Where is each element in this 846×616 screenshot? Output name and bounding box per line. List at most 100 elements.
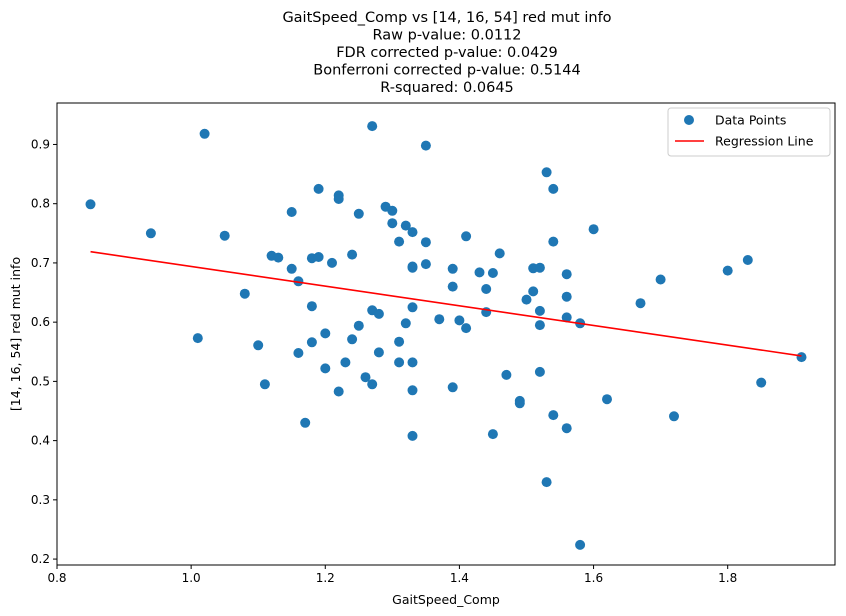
data-point-63 bbox=[481, 284, 492, 294]
data-point-54 bbox=[420, 259, 431, 270]
data-point-61 bbox=[461, 323, 472, 334]
data-point-41 bbox=[394, 336, 405, 347]
data-point-16 bbox=[306, 301, 317, 312]
data-point-49 bbox=[407, 357, 418, 368]
data-point-92 bbox=[655, 274, 666, 285]
data-point-31 bbox=[360, 372, 371, 383]
y-tick-label: 0.3 bbox=[31, 493, 50, 507]
data-point-34 bbox=[367, 379, 378, 390]
data-point-11 bbox=[286, 263, 297, 274]
data-point-13 bbox=[293, 348, 304, 358]
data-point-10 bbox=[286, 207, 297, 217]
data-point-1 bbox=[145, 228, 156, 239]
legend-label-points: Data Points bbox=[715, 113, 786, 128]
data-point-9 bbox=[273, 252, 284, 263]
data-point-48 bbox=[407, 302, 418, 313]
data-point-4 bbox=[219, 230, 230, 241]
chart-title: GaitSpeed_Comp vs [14, 16, 54] red mut i… bbox=[282, 10, 611, 96]
data-point-62 bbox=[474, 267, 485, 278]
data-point-86 bbox=[561, 423, 572, 434]
data-point-26 bbox=[340, 357, 351, 368]
data-point-60 bbox=[461, 231, 472, 242]
data-point-5 bbox=[239, 288, 250, 299]
data-point-7 bbox=[259, 379, 270, 390]
x-axis-label: GaitSpeed_Comp bbox=[392, 592, 500, 607]
data-point-81 bbox=[548, 236, 559, 247]
regression-line bbox=[90, 250, 802, 357]
data-point-94 bbox=[722, 265, 733, 276]
data-point-91 bbox=[635, 298, 646, 309]
y-tick-label: 0.2 bbox=[31, 552, 50, 566]
data-point-74 bbox=[534, 262, 545, 273]
data-point-51 bbox=[407, 430, 418, 441]
data-point-40 bbox=[394, 236, 405, 247]
data-point-52 bbox=[420, 140, 431, 151]
plot-frame bbox=[56, 102, 836, 566]
legend-marker-points bbox=[684, 115, 694, 125]
y-tick-label: 0.5 bbox=[31, 374, 50, 388]
data-point-97 bbox=[796, 352, 807, 363]
data-point-58 bbox=[447, 382, 458, 393]
title-line-4: R-squared: 0.0645 bbox=[380, 80, 514, 96]
data-point-82 bbox=[548, 410, 559, 421]
data-point-68 bbox=[501, 369, 512, 380]
legend-box bbox=[667, 107, 831, 157]
y-tick-label: 0.4 bbox=[31, 434, 50, 448]
data-point-36 bbox=[373, 347, 384, 358]
x-tick-label: 1.6 bbox=[584, 571, 603, 585]
data-point-93 bbox=[669, 411, 679, 422]
title-line-1: Raw p-value: 0.0112 bbox=[373, 28, 522, 44]
data-point-39 bbox=[387, 218, 398, 229]
data-point-20 bbox=[320, 328, 331, 339]
data-point-96 bbox=[756, 377, 767, 388]
y-tick-label: 0.7 bbox=[31, 256, 50, 270]
data-point-28 bbox=[347, 334, 358, 345]
data-point-0 bbox=[85, 199, 96, 210]
data-point-3 bbox=[199, 128, 210, 139]
data-point-56 bbox=[447, 263, 458, 274]
data-point-14 bbox=[300, 417, 311, 428]
data-point-45 bbox=[407, 227, 418, 238]
data-point-71 bbox=[521, 294, 532, 305]
x-axis: 0.8 1.0 1.2 1.4 1.6 1.8 bbox=[47, 565, 737, 585]
plot-area bbox=[85, 121, 807, 550]
data-point-53 bbox=[420, 237, 431, 248]
data-point-43 bbox=[400, 220, 411, 231]
data-point-75 bbox=[534, 305, 545, 316]
data-point-19 bbox=[313, 252, 324, 262]
data-point-79 bbox=[541, 477, 552, 488]
data-point-90 bbox=[602, 394, 612, 405]
legend: Data Points Regression Line bbox=[667, 107, 831, 157]
data-point-22 bbox=[327, 257, 337, 268]
data-point-30 bbox=[353, 320, 364, 331]
data-point-12 bbox=[293, 276, 304, 287]
data-point-44 bbox=[400, 318, 411, 329]
data-point-42 bbox=[394, 357, 405, 368]
y-axis-label: [14, 16, 54] red mut info bbox=[8, 257, 23, 411]
y-tick-label: 0.8 bbox=[31, 197, 50, 211]
data-point-25 bbox=[333, 386, 344, 397]
data-point-88 bbox=[575, 539, 586, 550]
y-tick-label: 0.6 bbox=[31, 315, 50, 329]
data-point-55 bbox=[434, 314, 445, 325]
data-point-70 bbox=[514, 398, 525, 409]
data-point-78 bbox=[541, 167, 552, 178]
y-axis: 0.2 0.3 0.4 0.5 0.6 0.7 0.8 0.9 bbox=[31, 137, 57, 566]
x-tick-label: 1.2 bbox=[316, 571, 335, 585]
data-point-89 bbox=[588, 224, 599, 235]
legend-label-line: Regression Line bbox=[715, 134, 814, 149]
data-point-67 bbox=[494, 248, 505, 259]
data-point-27 bbox=[347, 249, 358, 260]
title-line-2: FDR corrected p-value: 0.0429 bbox=[336, 45, 558, 61]
data-point-83 bbox=[561, 269, 572, 280]
data-point-80 bbox=[548, 183, 559, 194]
data-point-50 bbox=[407, 385, 418, 396]
data-point-84 bbox=[561, 291, 572, 302]
data-point-21 bbox=[320, 363, 331, 374]
y-tick-label: 0.9 bbox=[31, 137, 50, 151]
data-point-32 bbox=[367, 121, 378, 132]
data-point-95 bbox=[742, 255, 753, 265]
data-point-65 bbox=[487, 268, 498, 278]
data-point-35 bbox=[373, 308, 384, 319]
data-point-24 bbox=[333, 194, 344, 204]
